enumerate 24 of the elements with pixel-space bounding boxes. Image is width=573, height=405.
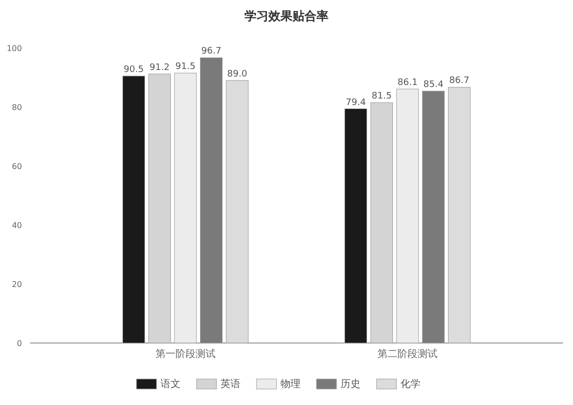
data-label: 81.5 (372, 92, 392, 102)
legend-label: 历史 (340, 378, 360, 390)
y-tick-label: 80 (12, 103, 22, 112)
data-label: 86.7 (449, 76, 470, 86)
y-tick-label: 0 (16, 339, 22, 348)
legend-label: 英语 (220, 378, 240, 390)
y-tick-label: 60 (12, 162, 22, 171)
data-label: 90.5 (124, 65, 144, 76)
legend-label: 化学 (400, 378, 420, 390)
x-tick-label: 第二阶段测试 (378, 348, 438, 360)
x-tick-label: 第一阶段测试 (155, 348, 216, 360)
data-label: 91.2 (150, 62, 170, 73)
data-label: 89.0 (227, 69, 248, 80)
legend-label: 语文 (160, 378, 180, 390)
data-label: 86.1 (398, 78, 418, 88)
legend-label: 物理 (280, 379, 300, 390)
y-tick-label: 100 (6, 44, 22, 53)
data-label: 96.7 (201, 46, 222, 57)
y-tick-label: 20 (12, 280, 22, 289)
data-label: 79.4 (346, 98, 366, 108)
chart-title: 学习效果贴合率 (244, 9, 328, 23)
data-label: 85.4 (423, 80, 444, 90)
data-label: 91.5 (175, 62, 196, 72)
y-tick-label: 40 (12, 221, 22, 230)
